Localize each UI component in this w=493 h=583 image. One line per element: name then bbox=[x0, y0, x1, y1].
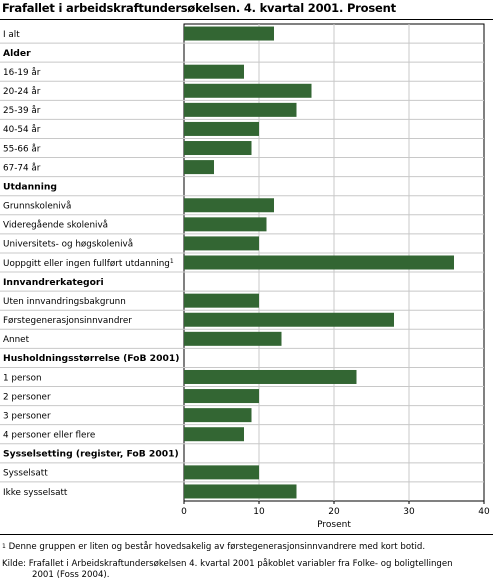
category-header: Sysselsetting (register, FoB 2001) bbox=[3, 449, 179, 460]
footer-rule bbox=[0, 534, 493, 535]
row-label: 3 personer bbox=[3, 411, 51, 421]
category-header: Husholdningsstørrelse (FoB 2001) bbox=[3, 353, 179, 364]
row-label: Ikke sysselsatt bbox=[3, 488, 68, 498]
bar bbox=[184, 217, 267, 232]
row-label: 25-39 år bbox=[3, 105, 41, 116]
bar bbox=[184, 312, 394, 327]
bar bbox=[184, 389, 259, 404]
bar bbox=[184, 102, 297, 117]
row-label: Førstegenerasjonsinnvandrer bbox=[3, 316, 132, 326]
bar bbox=[184, 484, 297, 499]
row-label: 40-54 år bbox=[3, 124, 41, 135]
source-line-2: 2001 (Foss 2004). bbox=[32, 570, 110, 580]
row-label: 20-24 år bbox=[3, 86, 41, 97]
row-label: Uten innvandringsbakgrunn bbox=[3, 297, 126, 307]
row-label: Grunnskolenivå bbox=[3, 201, 71, 212]
bar bbox=[184, 141, 252, 156]
bar-chart: 0 10 20 30 40 Prosent I alt Alder 16-19 år 20-24 … bbox=[0, 23, 490, 530]
x-tick-label: 30 bbox=[403, 507, 415, 517]
bar bbox=[184, 408, 252, 423]
row-label: 55-66 år bbox=[3, 143, 41, 154]
footnote-mark: 1 bbox=[2, 543, 6, 550]
chart-title: Frafallet i arbeidskraftundersøkelsen. 4… bbox=[2, 1, 396, 15]
x-axis-title: Prosent bbox=[317, 520, 351, 530]
row-label: Videregående skolenivå bbox=[3, 220, 108, 231]
footnote: 1 Denne gruppen er liten og består hoved… bbox=[2, 542, 425, 553]
row-label: 1 person bbox=[3, 373, 42, 383]
bar bbox=[184, 64, 244, 79]
row-label: 4 personer eller flere bbox=[3, 431, 95, 441]
title-rule bbox=[0, 19, 493, 20]
bar bbox=[184, 293, 259, 308]
row-label: Sysselsatt bbox=[3, 469, 48, 479]
bar bbox=[184, 427, 244, 442]
x-tick-label: 0 bbox=[181, 507, 187, 517]
row-label: 2 personer bbox=[3, 392, 51, 402]
footnote-mark: 1 bbox=[170, 258, 174, 265]
source-note: Kilde: Frafallet i Arbeidskraftundersøke… bbox=[2, 559, 453, 581]
row-label: 67-74 år bbox=[3, 162, 41, 173]
x-tick-label: 40 bbox=[478, 507, 490, 517]
bar bbox=[184, 26, 274, 41]
bar bbox=[184, 369, 357, 384]
row-label: Annet bbox=[3, 335, 30, 345]
bar bbox=[184, 83, 312, 98]
row-label: Universitets- og høgskolenivå bbox=[3, 239, 133, 250]
bar bbox=[184, 255, 454, 270]
category-header: Alder bbox=[3, 48, 31, 59]
bar bbox=[184, 331, 282, 346]
category-header: Innvandrerkategori bbox=[3, 277, 104, 288]
x-tick-label: 20 bbox=[328, 507, 340, 517]
category-header: Utdanning bbox=[3, 181, 57, 192]
bar bbox=[184, 121, 259, 136]
row-label: I alt bbox=[3, 30, 20, 40]
source-line-1: Kilde: Frafallet i Arbeidskraftundersøke… bbox=[2, 559, 453, 569]
footnote-text: Denne gruppen er liten og består hovedsa… bbox=[8, 542, 426, 552]
row-label: Uoppgitt eller ingen fullført utdanning1 bbox=[3, 258, 174, 269]
x-tick-label: 10 bbox=[253, 507, 265, 517]
row-label: 16-19 år bbox=[3, 67, 41, 78]
bar bbox=[184, 160, 214, 175]
bar bbox=[184, 465, 259, 480]
bar bbox=[184, 236, 259, 251]
bar bbox=[184, 198, 274, 213]
